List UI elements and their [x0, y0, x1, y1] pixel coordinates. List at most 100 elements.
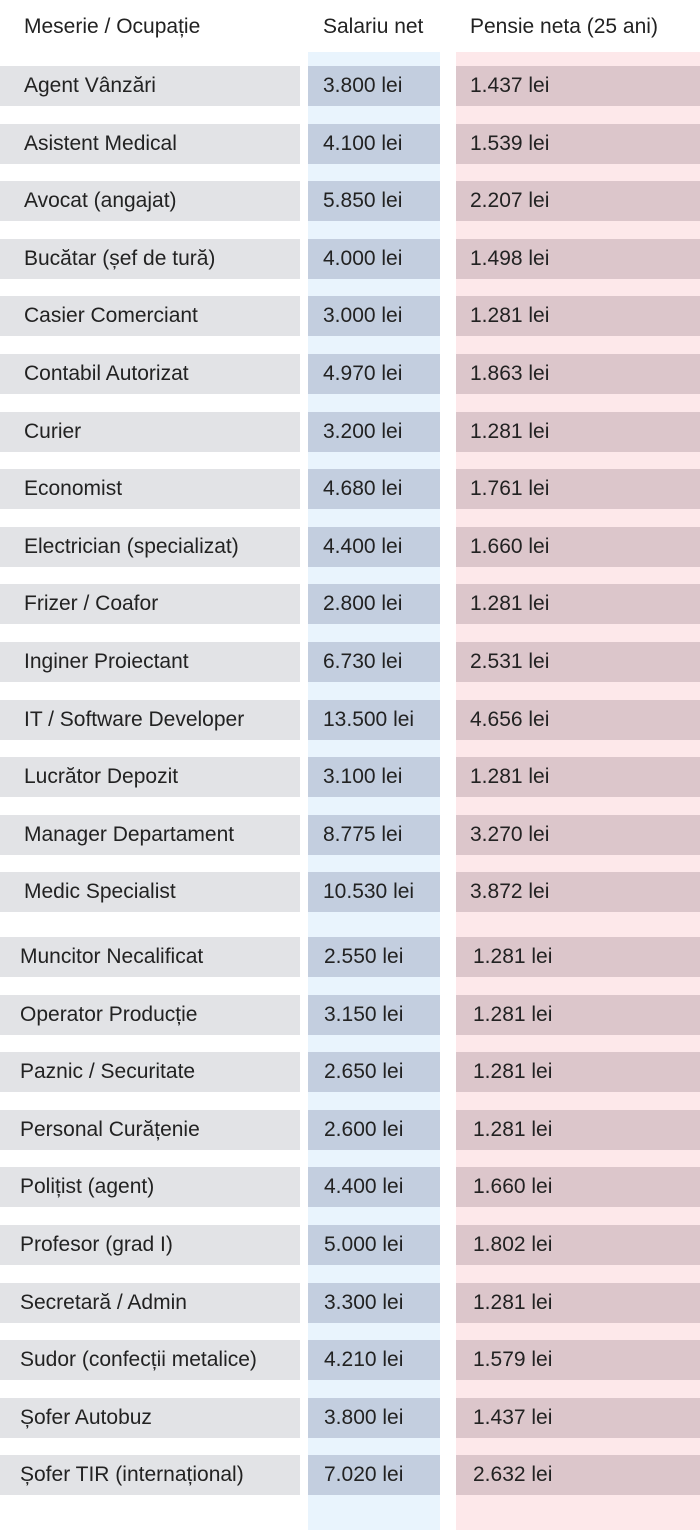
occupation-cell: Paznic / Securitate [0, 1052, 300, 1092]
salary-cell: 3.800 lei [308, 1398, 440, 1438]
salary-cell: 8.775 lei [308, 815, 440, 855]
pension-cell: 1.539 lei [456, 124, 700, 164]
occupation-cell: Casier Comerciant [0, 296, 300, 336]
pension-cell: 1.281 lei [456, 1052, 700, 1092]
pension-cell: 1.281 lei [456, 412, 700, 452]
occupation-cell: Asistent Medical [0, 124, 300, 164]
salary-cell: 3.200 lei [308, 412, 440, 452]
pension-cell: 1.281 lei [456, 1110, 700, 1150]
salary-cell: 3.000 lei [308, 296, 440, 336]
occupation-cell: Polițist (agent) [0, 1167, 300, 1207]
salary-cell: 6.730 lei [308, 642, 440, 682]
salary-cell: 4.680 lei [308, 469, 440, 509]
table-row: Avocat (angajat) 5.850 lei 2.207 lei [0, 181, 700, 221]
table-row: Lucrător Depozit 3.100 lei 1.281 lei [0, 757, 700, 797]
occupation-cell: Economist [0, 469, 300, 509]
table-row: Frizer / Coafor 2.800 lei 1.281 lei [0, 584, 700, 624]
salary-cell: 3.300 lei [308, 1283, 440, 1323]
occupation-cell: Inginer Proiectant [0, 642, 300, 682]
occupation-cell: Agent Vânzări [0, 66, 300, 106]
occupation-cell: Personal Curățenie [0, 1110, 300, 1150]
table-row: Manager Departament 8.775 lei 3.270 lei [0, 815, 700, 855]
salary-cell: 2.550 lei [308, 937, 440, 977]
pension-cell: 2.531 lei [456, 642, 700, 682]
salary-column-header: Salariu net [323, 15, 424, 38]
occupation-cell: Bucătar (șef de tură) [0, 239, 300, 279]
pension-cell: 1.437 lei [456, 66, 700, 106]
occupation-cell: IT / Software Developer [0, 700, 300, 740]
table-row: Contabil Autorizat 4.970 lei 1.863 lei [0, 354, 700, 394]
table-row: Polițist (agent) 4.400 lei 1.660 lei [0, 1167, 700, 1207]
pension-cell: 1.660 lei [456, 1167, 700, 1207]
pension-cell: 1.437 lei [456, 1398, 700, 1438]
pension-cell: 1.281 lei [456, 757, 700, 797]
pension-cell: 1.498 lei [456, 239, 700, 279]
occupation-cell: Operator Producție [0, 995, 300, 1035]
occupation-cell: Sudor (confecții metalice) [0, 1340, 300, 1380]
occupation-cell: Frizer / Coafor [0, 584, 300, 624]
salary-cell: 5.000 lei [308, 1225, 440, 1265]
pension-cell: 1.281 lei [456, 1283, 700, 1323]
pension-cell: 2.632 lei [456, 1455, 700, 1495]
occupation-cell: Profesor (grad I) [0, 1225, 300, 1265]
table-row: Secretară / Admin 3.300 lei 1.281 lei [0, 1283, 700, 1323]
table-row: Economist 4.680 lei 1.761 lei [0, 469, 700, 509]
salary-cell: 10.530 lei [308, 872, 440, 912]
pension-cell: 1.281 lei [456, 937, 700, 977]
salary-cell: 4.210 lei [308, 1340, 440, 1380]
pension-cell: 1.281 lei [456, 584, 700, 624]
occupation-cell: Contabil Autorizat [0, 354, 300, 394]
pension-cell: 1.281 lei [456, 296, 700, 336]
table-row: Medic Specialist 10.530 lei 3.872 lei [0, 872, 700, 912]
pension-cell: 1.660 lei [456, 527, 700, 567]
pension-cell: 1.579 lei [456, 1340, 700, 1380]
table-row: Curier 3.200 lei 1.281 lei [0, 412, 700, 452]
salary-cell: 2.650 lei [308, 1052, 440, 1092]
occupation-cell: Curier [0, 412, 300, 452]
occupation-cell: Șofer Autobuz [0, 1398, 300, 1438]
salary-cell: 2.600 lei [308, 1110, 440, 1150]
table-row: Casier Comerciant 3.000 lei 1.281 lei [0, 296, 700, 336]
pension-cell: 3.270 lei [456, 815, 700, 855]
pension-cell: 1.863 lei [456, 354, 700, 394]
table-row: Muncitor Necalificat 2.550 lei 1.281 lei [0, 937, 700, 977]
table-row: Paznic / Securitate 2.650 lei 1.281 lei [0, 1052, 700, 1092]
salary-cell: 4.400 lei [308, 527, 440, 567]
table-row: Șofer TIR (internațional) 7.020 lei 2.632 … [0, 1455, 700, 1495]
table-row: Inginer Proiectant 6.730 lei 2.531 lei [0, 642, 700, 682]
pension-cell: 1.802 lei [456, 1225, 700, 1265]
pension-cell: 1.281 lei [456, 995, 700, 1035]
salary-cell: 3.100 lei [308, 757, 440, 797]
occupation-cell: Electrician (specializat) [0, 527, 300, 567]
salary-cell: 4.400 lei [308, 1167, 440, 1207]
salary-cell: 13.500 lei [308, 700, 440, 740]
salary-cell: 7.020 lei [308, 1455, 440, 1495]
table-row: Asistent Medical 4.100 lei 1.539 lei [0, 124, 700, 164]
table-row: Profesor (grad I) 5.000 lei 1.802 lei [0, 1225, 700, 1265]
salary-cell: 4.000 lei [308, 239, 440, 279]
table-row: IT / Software Developer 13.500 lei 4.656 l… [0, 700, 700, 740]
table-row: Șofer Autobuz 3.800 lei 1.437 lei [0, 1398, 700, 1438]
pension-cell: 3.872 lei [456, 872, 700, 912]
table-row: Operator Producție 3.150 lei 1.281 lei [0, 995, 700, 1035]
table-row: Personal Curățenie 2.600 lei 1.281 lei [0, 1110, 700, 1150]
occupation-cell: Lucrător Depozit [0, 757, 300, 797]
pension-cell: 1.761 lei [456, 469, 700, 509]
pension-cell: 2.207 lei [456, 181, 700, 221]
salary-cell: 4.970 lei [308, 354, 440, 394]
table-header: Meserie / Ocupație Salariu net Pensie ne… [0, 0, 700, 54]
pension-column-header: Pensie neta (25 ani) [470, 15, 658, 38]
occupation-cell: Muncitor Necalificat [0, 937, 300, 977]
table-row: Sudor (confecții metalice) 4.210 lei 1.579… [0, 1340, 700, 1380]
salary-cell: 5.850 lei [308, 181, 440, 221]
occupation-cell: Șofer TIR (internațional) [0, 1455, 300, 1495]
table-row: Electrician (specializat) 4.400 lei 1.660 … [0, 527, 700, 567]
occupation-cell: Manager Departament [0, 815, 300, 855]
salary-cell: 4.100 lei [308, 124, 440, 164]
salary-cell: 3.150 lei [308, 995, 440, 1035]
occupation-cell: Secretară / Admin [0, 1283, 300, 1323]
occupation-column-header: Meserie / Ocupație [24, 15, 201, 38]
occupation-cell: Avocat (angajat) [0, 181, 300, 221]
salary-cell: 3.800 lei [308, 66, 440, 106]
